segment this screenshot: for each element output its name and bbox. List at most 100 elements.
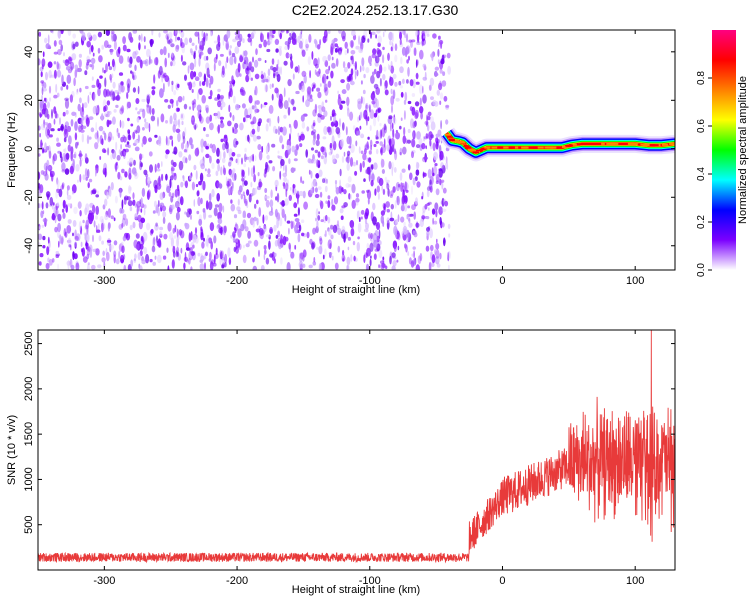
noise-speckle: [405, 33, 409, 43]
noise-speckle: [38, 171, 41, 181]
noise-speckle: [388, 115, 393, 120]
noise-speckle: [150, 115, 156, 122]
noise-speckle: [257, 172, 260, 177]
noise-speckle: [191, 181, 195, 191]
noise-speckle: [235, 242, 238, 250]
noise-speckle: [438, 82, 443, 91]
noise-speckle: [246, 212, 252, 219]
noise-speckle: [144, 45, 146, 50]
noise-speckle: [360, 96, 363, 104]
noise-speckle: [72, 33, 76, 39]
noise-speckle: [78, 153, 83, 157]
noise-speckle: [337, 134, 341, 138]
noise-speckle: [369, 104, 371, 113]
noise-speckle: [419, 49, 424, 60]
noise-speckle: [434, 72, 439, 77]
noise-speckle: [305, 38, 308, 49]
noise-speckle: [136, 125, 141, 134]
noise-speckle: [411, 93, 416, 97]
noise-speckle: [436, 263, 441, 268]
noise-speckle: [359, 162, 362, 173]
noise-speckle: [254, 59, 259, 68]
noise-speckle: [231, 173, 237, 182]
noise-speckle: [228, 161, 232, 167]
noise-speckle: [332, 113, 334, 118]
noise-speckle: [38, 153, 41, 157]
noise-speckle: [321, 76, 325, 84]
noise-speckle: [64, 168, 70, 175]
noise-speckle: [192, 244, 195, 249]
x-tick-label: 0: [499, 575, 505, 587]
noise-speckle: [301, 49, 306, 57]
noise-speckle: [375, 98, 379, 109]
noise-speckle: [349, 220, 355, 228]
noise-speckle: [436, 256, 440, 263]
colorbar-gradient: [712, 30, 736, 270]
noise-speckle: [41, 82, 44, 87]
noise-speckle: [43, 119, 46, 129]
noise-speckle: [411, 151, 414, 159]
noise-speckle: [74, 64, 79, 70]
noise-speckle: [308, 264, 313, 269]
noise-speckle: [426, 114, 428, 123]
noise-speckle: [290, 220, 294, 230]
noise-speckle: [39, 184, 44, 194]
noise-speckle: [286, 262, 291, 270]
noise-speckle: [66, 225, 72, 234]
noise-speckle: [344, 41, 348, 49]
noise-speckle: [268, 104, 274, 114]
noise-speckle: [80, 241, 83, 247]
noise-speckle: [134, 204, 138, 208]
noise-speckle: [80, 118, 83, 127]
noise-speckle: [62, 111, 66, 117]
noise-speckle: [229, 169, 234, 178]
noise-speckle: [221, 122, 224, 126]
noise-speckle: [223, 134, 228, 139]
noise-speckle: [91, 84, 96, 88]
x-tick-label: -300: [93, 575, 115, 587]
noise-speckle: [289, 36, 293, 40]
chart-title: C2E2.2024.252.13.17.G30: [291, 2, 459, 18]
noise-speckle: [237, 30, 240, 39]
noise-speckle: [245, 200, 248, 205]
noise-speckle: [44, 121, 48, 126]
noise-speckle: [77, 179, 79, 183]
noise-speckle: [219, 249, 223, 260]
noise-speckle: [210, 259, 215, 265]
noise-speckle: [385, 265, 388, 270]
noise-speckle: [73, 206, 78, 215]
noise-speckle: [38, 182, 41, 191]
noise-speckle: [416, 131, 421, 140]
noise-speckle: [321, 106, 326, 112]
noise-speckle: [196, 210, 200, 215]
noise-speckle: [44, 142, 47, 152]
noise-speckle: [364, 212, 369, 220]
noise-speckle: [368, 55, 372, 64]
noise-speckle: [158, 135, 162, 145]
signal-cell: [465, 146, 472, 149]
noise-speckle: [53, 61, 57, 65]
noise-speckle: [252, 134, 258, 142]
noise-speckle: [361, 216, 363, 220]
noise-speckle: [231, 181, 234, 189]
colorbar: 0.00.20.40.60.8 Normalized spectral ampl…: [696, 30, 749, 277]
noise-speckle: [403, 182, 409, 191]
noise-speckle: [355, 45, 360, 50]
noise-speckle: [222, 37, 225, 46]
noise-speckle: [415, 222, 420, 228]
noise-speckle: [140, 217, 146, 224]
noise-speckle: [391, 122, 394, 130]
noise-speckle: [311, 87, 314, 92]
noise-speckle: [56, 188, 60, 193]
noise-speckle: [97, 190, 99, 195]
noise-speckle: [162, 216, 166, 224]
noise-speckle: [218, 183, 223, 189]
noise-speckle: [357, 100, 362, 110]
signal-cell: [491, 146, 498, 149]
noise-speckle: [118, 243, 124, 252]
spectrogram-frame: [37, 29, 676, 271]
noise-speckle: [228, 91, 232, 97]
noise-speckle: [276, 63, 279, 72]
noise-speckle: [375, 34, 377, 39]
